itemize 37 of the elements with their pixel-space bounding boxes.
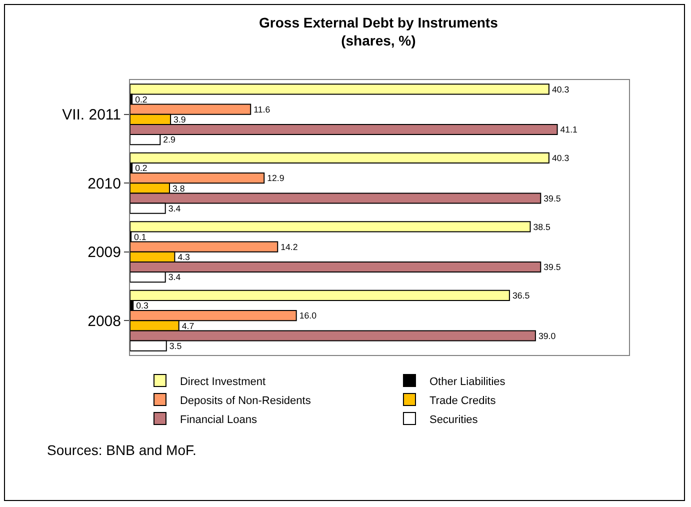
data-label: 40.3 [552,84,570,94]
data-label: 39.5 [544,193,561,204]
data-label: 0.3 [136,300,148,311]
chart-title: Gross External Debt by Instruments [259,14,498,30]
y-tick-label: 2008 [88,312,121,330]
legend-label: Financial Loans [180,414,258,426]
data-label: 3.4 [168,272,181,282]
data-label: 36.5 [512,290,530,301]
data-label: 3.8 [172,183,185,194]
y-tick-label: VII. 2011 [62,106,121,124]
data-label: 0.2 [135,163,148,174]
legend-label: Trade Credits [429,394,496,407]
legend-label: Direct Investment [180,376,266,388]
data-label: 3.4 [168,203,181,214]
y-tick-label: 2010 [88,175,121,192]
data-label: 41.1 [560,124,578,135]
data-label: 4.3 [178,252,190,262]
data-label: 0.1 [134,232,146,242]
legend-label: Securities [429,414,478,426]
data-label: 2.9 [163,134,176,145]
chart-subtitle: (shares, %) [341,32,416,48]
legend-label: Deposits of Non-Residents [180,394,312,407]
y-tick-label: 2009 [88,244,121,262]
data-label: 38.5 [533,222,550,232]
data-label: 39.5 [544,262,561,272]
data-label: 39.0 [538,330,556,341]
data-label: 3.5 [169,340,182,351]
source-note: Sources: BNB and MoF. [47,442,196,458]
data-label: 40.3 [552,153,570,164]
data-label: 16.0 [299,310,317,321]
data-label: 12.9 [267,173,284,184]
data-label: 0.2 [135,94,148,104]
data-label: 3.9 [174,114,186,125]
data-label: 11.6 [254,104,270,114]
legend-label: Other Liabilities [429,376,506,388]
data-label: 4.7 [182,320,194,331]
data-label: 14.2 [280,242,298,252]
